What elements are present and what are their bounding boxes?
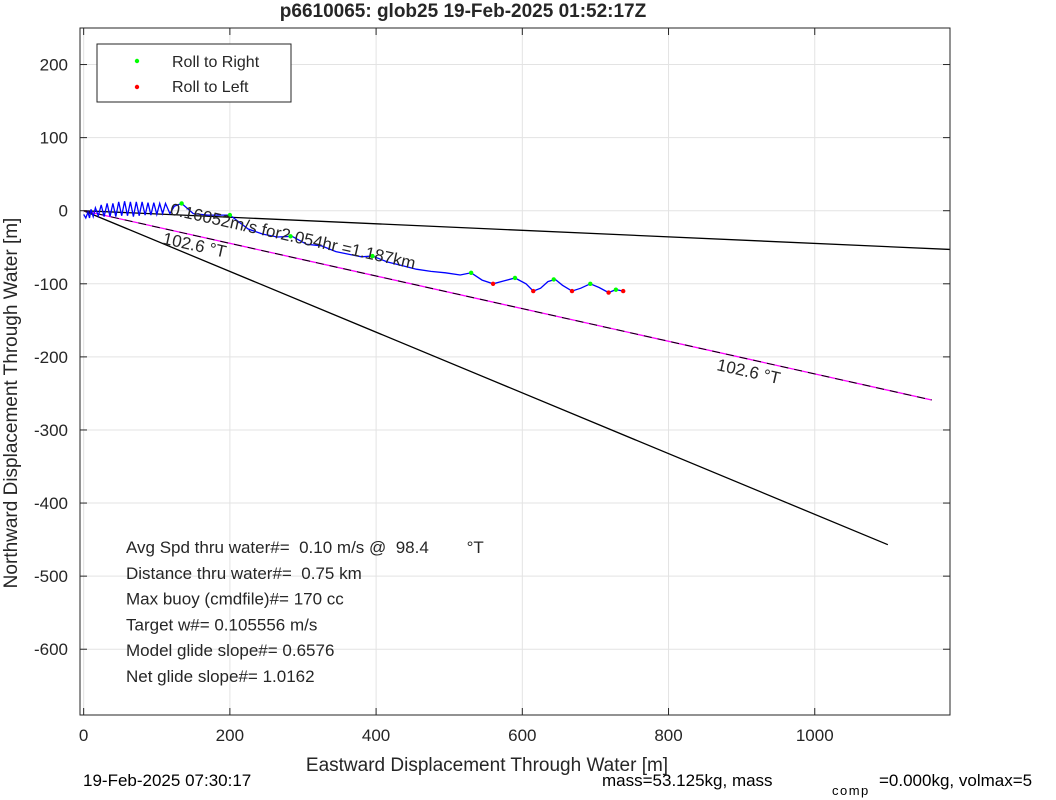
stats-line: Net glide slope#= 1.0162: [126, 667, 315, 686]
roll-right-marker: [512, 275, 518, 281]
roll-left-marker: [606, 290, 611, 295]
footer-mass: mass=53.125kg, mass: [602, 771, 773, 790]
axes-box: [79, 27, 951, 716]
footer-mass-tail: =0.000kg, volmax=5: [879, 771, 1033, 790]
ticks: 0 200 400 600 800 10002001000-100-200-300-400…: [34, 28, 950, 745]
roll-right-marker: [227, 212, 233, 218]
stats-line: Avg Spd thru water#= 0.10 m/s @ 98.4 °T: [126, 538, 484, 557]
footer-mass-subscript: comp: [832, 783, 870, 798]
y-tick-label: -600: [34, 640, 68, 659]
roll-left-marker: [569, 288, 575, 294]
y-tick-label: -400: [34, 494, 68, 513]
legend-marker-roll-left: [134, 84, 140, 90]
x-tick-label: 400: [362, 726, 390, 745]
y-tick-label: -100: [34, 275, 68, 294]
chart-title: p6610065: glob25 19-Feb-2025 01:52:17Z: [280, 1, 647, 22]
y-tick-label: 200: [40, 56, 68, 75]
legend-label-roll-right: Roll to Right: [172, 54, 260, 71]
roll-markers: [179, 201, 626, 295]
x-tick-label: 0: [79, 726, 88, 745]
heading-dashed-line: [83, 210, 932, 401]
legend-marker-roll-right: [134, 58, 140, 64]
stats-box: Avg Spd thru water#= 0.10 m/s @ 98.4 °T D…: [126, 538, 484, 686]
roll-right-marker: [468, 270, 474, 276]
reference-line: [83, 210, 951, 251]
reference-lines: [83, 210, 951, 546]
y-tick-label: 0: [59, 202, 68, 221]
roll-right-marker: [370, 253, 375, 259]
stats-line: Target w#= 0.105556 m/s: [126, 615, 317, 634]
roll-right-marker: [588, 281, 593, 286]
roll-left-marker: [621, 288, 626, 294]
roll-right-marker: [179, 201, 184, 206]
y-tick-label: -300: [34, 421, 68, 440]
roll-left-marker: [531, 288, 536, 294]
grid: [80, 28, 950, 715]
x-tick-label: 600: [508, 726, 536, 745]
y-tick-label: -200: [34, 348, 68, 367]
legend-box: [96, 43, 292, 103]
y-tick-label: -500: [34, 567, 68, 586]
track-line: [83, 200, 624, 294]
legend: Roll to Right Roll to Left: [96, 43, 292, 103]
x-tick-label: 800: [654, 726, 682, 745]
roll-right-marker: [613, 287, 619, 292]
x-axis-label: Eastward Displacement Through Water [m]: [306, 755, 668, 776]
roll-left-marker: [490, 281, 496, 286]
stats-line: Max buoy (cmdfile)#= 170 cc: [126, 590, 344, 609]
track: [83, 200, 624, 294]
roll-right-marker: [551, 277, 556, 282]
y-tick-label: 100: [40, 129, 68, 148]
roll-right-marker: [288, 234, 293, 239]
stats-line: Distance thru water#= 0.75 km: [126, 564, 362, 583]
y-axis-label: Northward Displacement Through Water [m]: [1, 218, 22, 589]
stats-line: Model glide slope#= 0.6576: [126, 641, 334, 660]
x-tick-label: 200: [216, 726, 244, 745]
reference-line: [83, 210, 889, 546]
x-tick-label: 1000: [796, 726, 834, 745]
footer-timestamp: 19-Feb-2025 07:30:17: [83, 771, 252, 790]
legend-label-roll-left: Roll to Left: [172, 79, 249, 96]
